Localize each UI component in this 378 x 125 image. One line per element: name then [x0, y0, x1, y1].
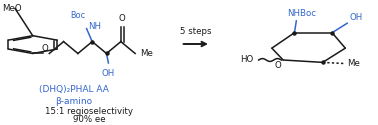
- Text: Me: Me: [347, 59, 360, 68]
- Text: 15:1 regioselectivity: 15:1 regioselectivity: [45, 107, 133, 116]
- Text: (DHQ)₂PHAL AA: (DHQ)₂PHAL AA: [39, 85, 109, 94]
- Text: 90% ee: 90% ee: [73, 115, 105, 124]
- Text: β-amino: β-amino: [56, 97, 93, 106]
- Text: Me: Me: [139, 49, 153, 58]
- Text: OH: OH: [349, 13, 362, 22]
- Text: Boc: Boc: [70, 11, 85, 20]
- Text: HO: HO: [240, 55, 254, 64]
- Text: 5 steps: 5 steps: [180, 27, 212, 36]
- Text: MeO: MeO: [3, 4, 22, 13]
- Text: O: O: [274, 61, 281, 70]
- Text: NHBoc: NHBoc: [288, 10, 316, 18]
- Text: O: O: [119, 14, 126, 23]
- Text: O: O: [41, 44, 48, 53]
- Text: OH: OH: [102, 69, 115, 78]
- Text: NH: NH: [88, 22, 101, 31]
